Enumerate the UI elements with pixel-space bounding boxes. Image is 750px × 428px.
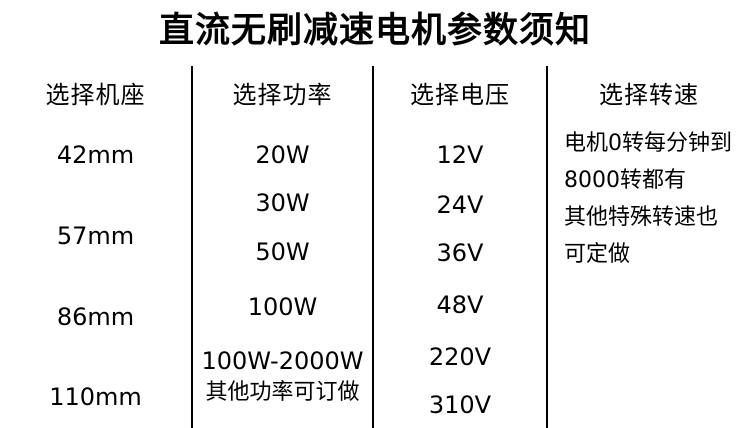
speed-note-line: 8000转都有 bbox=[564, 168, 686, 193]
frame-size-option: 86mm bbox=[56, 303, 135, 331]
column-header-power: 选择功率 bbox=[232, 81, 333, 109]
column-voltage: 选择电压 12V 24V 36V 48V 220V 310V bbox=[374, 0, 546, 428]
column-divider-3 bbox=[546, 66, 548, 428]
column-divider-2 bbox=[372, 66, 374, 428]
power-option: 100W bbox=[247, 293, 318, 321]
speed-note: 电机0转每分钟到 8000转都有 其他特殊转速也 可定做 bbox=[564, 125, 746, 273]
speed-note-line: 电机0转每分钟到 bbox=[564, 131, 732, 156]
frame-size-option: 57mm bbox=[56, 222, 135, 250]
column-header-frame-size: 选择机座 bbox=[45, 81, 146, 109]
power-option: 50W bbox=[255, 238, 310, 266]
power-option: 20W bbox=[255, 141, 310, 169]
speed-note-line: 其他特殊转速也 bbox=[564, 205, 719, 230]
power-option: 100W-2000W bbox=[201, 347, 364, 375]
column-speed: 选择转速 电机0转每分钟到 8000转都有 其他特殊转速也 可定做 bbox=[548, 0, 750, 428]
column-frame-size: 选择机座 42mm 57mm 86mm 110mm bbox=[0, 0, 191, 428]
column-divider-1 bbox=[191, 66, 193, 428]
column-power: 选择功率 20W 30W 50W 100W 100W-2000W 其他功率可订做 bbox=[193, 0, 372, 428]
voltage-option: 220V bbox=[428, 343, 492, 371]
voltage-option: 36V bbox=[436, 239, 484, 267]
power-option: 30W bbox=[255, 189, 310, 217]
voltage-option: 12V bbox=[436, 141, 484, 169]
voltage-option: 310V bbox=[428, 391, 492, 419]
speed-note-line: 可定做 bbox=[564, 242, 631, 267]
page-title: 直流无刷减速电机参数须知 bbox=[158, 11, 591, 51]
column-header-speed: 选择转速 bbox=[599, 81, 699, 109]
voltage-option: 48V bbox=[436, 291, 484, 319]
column-header-voltage: 选择电压 bbox=[410, 81, 510, 109]
frame-size-option: 42mm bbox=[56, 141, 135, 169]
power-custom-note: 其他功率可订做 bbox=[205, 380, 360, 405]
frame-size-option: 110mm bbox=[49, 383, 142, 411]
voltage-option: 24V bbox=[436, 191, 484, 219]
